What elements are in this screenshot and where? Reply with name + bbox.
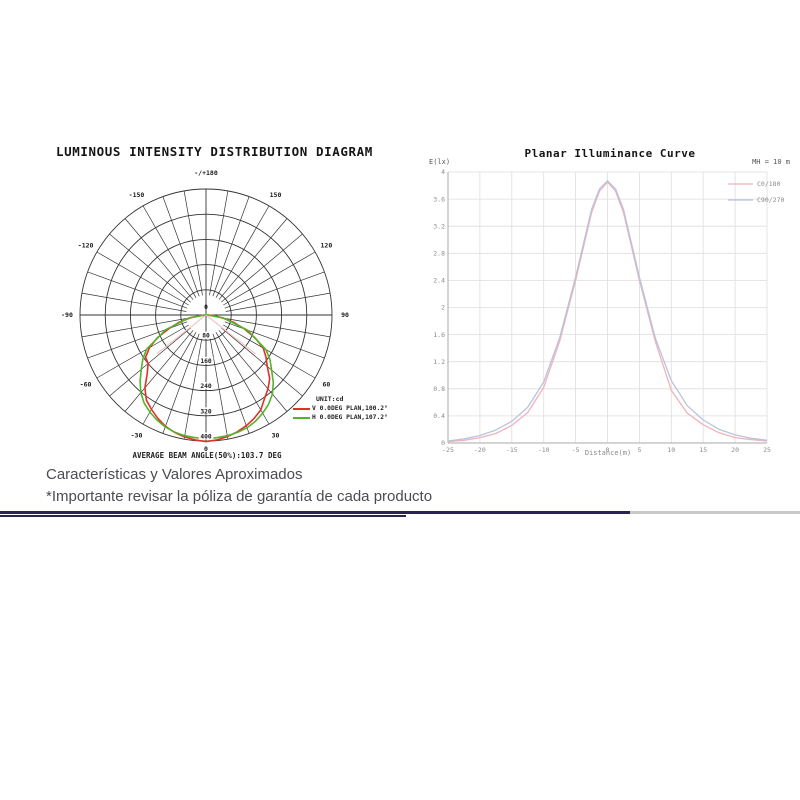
svg-text:-10: -10	[538, 446, 550, 454]
polar-legend-entry: H 0.0DEG PLAN,107.2°	[293, 413, 388, 422]
svg-text:90: 90	[341, 311, 349, 319]
note-caracteristicas: Características y Valores Aproximados	[46, 466, 303, 483]
svg-text:1.6: 1.6	[433, 331, 445, 339]
svg-text:2.8: 2.8	[433, 250, 445, 258]
svg-text:-5: -5	[572, 446, 580, 454]
svg-text:25: 25	[763, 446, 771, 454]
svg-text:400: 400	[200, 434, 212, 441]
mounting-height-label: MH = 10 m	[752, 158, 790, 166]
polar-legend-entry: V 0.0DEG PLAN,100.2°	[293, 404, 388, 413]
svg-text:3.2: 3.2	[433, 222, 445, 230]
polar-legend-unit: UNIT:cd	[316, 395, 344, 403]
x-axis-label: Distance(m)	[584, 449, 632, 457]
svg-text:0: 0	[204, 445, 208, 453]
legend-swatch	[293, 416, 310, 419]
divider-navy-bar	[0, 511, 630, 514]
svg-text:-15: -15	[506, 446, 518, 454]
note-importante: *Importante revisar la póliza de garantí…	[46, 488, 433, 505]
svg-text:-90: -90	[61, 311, 73, 319]
svg-text:-20: -20	[474, 446, 486, 454]
svg-text:1.2: 1.2	[433, 358, 445, 366]
divider-thin-line	[0, 515, 406, 517]
divider-gray-bar	[630, 511, 800, 514]
svg-text:-150: -150	[129, 191, 145, 199]
svg-text:320: 320	[200, 408, 212, 415]
polar-chart-title: LUMINOUS INTENSITY DISTRIBUTION DIAGRAM	[56, 144, 373, 159]
svg-text:5: 5	[637, 446, 641, 454]
average-beam-angle-label: AVERAGE BEAM ANGLE(50%):103.7 DEG	[132, 451, 282, 460]
svg-text:15: 15	[699, 446, 707, 454]
svg-text:240: 240	[200, 383, 212, 390]
svg-text:0.4: 0.4	[433, 412, 445, 420]
y-axis-label: E(lx)	[429, 158, 451, 166]
svg-text:C0/180: C0/180	[757, 180, 781, 188]
svg-text:0: 0	[204, 304, 208, 311]
svg-text:-/+180: -/+180	[194, 169, 218, 177]
legend-swatch	[293, 407, 310, 410]
svg-text:30: 30	[272, 432, 280, 440]
svg-text:0.8: 0.8	[433, 385, 445, 393]
svg-text:0: 0	[441, 439, 445, 447]
line-chart-title: Planar Illuminance Curve	[524, 147, 696, 160]
svg-text:-60: -60	[80, 381, 92, 389]
legend-label: H 0.0DEG PLAN,107.2°	[312, 414, 388, 421]
svg-text:2: 2	[441, 304, 445, 312]
svg-text:20: 20	[731, 446, 739, 454]
svg-text:60: 60	[322, 381, 330, 389]
svg-text:10: 10	[667, 446, 675, 454]
svg-text:2.4: 2.4	[433, 277, 445, 285]
svg-text:120: 120	[321, 242, 333, 250]
svg-text:160: 160	[200, 358, 212, 365]
svg-text:4: 4	[441, 168, 445, 176]
legend-label: V 0.0DEG PLAN,100.2°	[312, 405, 388, 412]
svg-text:C90/270: C90/270	[757, 196, 784, 204]
polar-chart: 0 30 -30 60 -60 90 -90 120 -120 150 -150 -/+180 80 16…	[61, 169, 349, 453]
svg-text:-25: -25	[442, 446, 454, 454]
svg-text:3.6: 3.6	[433, 195, 445, 203]
svg-text:-30: -30	[131, 432, 143, 440]
svg-text:-120: -120	[78, 242, 94, 250]
svg-text:0: 0	[606, 446, 610, 454]
line-chart: 0 0.4 0.8 1.2 1.6 2 2.4 2.8 3.2 3.6 4 -25 -20 -15 -10 -…	[433, 168, 784, 454]
polar-legend: UNIT:cd V 0.0DEG PLAN,100.2° H 0.0DEG PLA…	[293, 395, 388, 422]
svg-text:150: 150	[270, 191, 282, 199]
svg-text:80: 80	[202, 333, 210, 340]
